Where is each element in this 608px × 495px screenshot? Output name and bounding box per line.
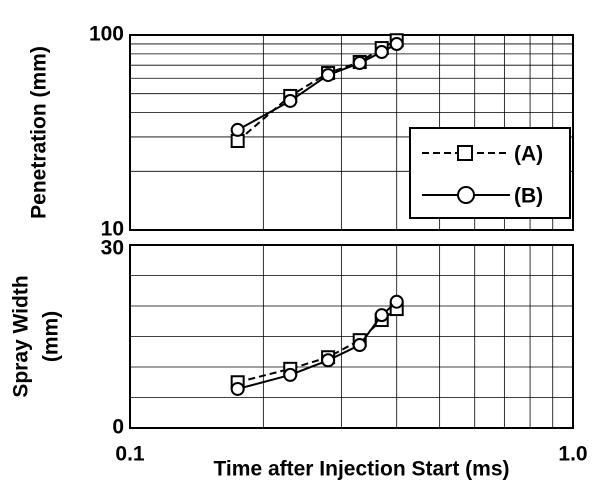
data-point [374, 45, 389, 60]
series-line [237, 43, 398, 131]
data-point [321, 353, 336, 368]
data-point [283, 93, 298, 108]
data-point [374, 308, 389, 323]
series-line [237, 39, 398, 142]
y-axis-label: Spray Width [10, 275, 33, 397]
legend-marker [457, 186, 475, 204]
y-tick-label: 10 [101, 218, 124, 241]
data-point [283, 367, 298, 382]
series-line [237, 308, 398, 384]
x-tick-label: 1.0 [558, 443, 587, 466]
plot-frame [129, 34, 574, 231]
legend-label: (A) [514, 143, 543, 166]
data-point [321, 68, 336, 83]
legend-box [409, 127, 571, 219]
data-point [389, 294, 404, 309]
x-tick-label: 0.1 [115, 443, 145, 466]
y-tick-label: 100 [89, 23, 124, 46]
legend-label: (B) [514, 185, 543, 208]
data-point [389, 37, 404, 52]
data-point [230, 381, 245, 396]
data-point [230, 122, 245, 137]
y-tick-label: 30 [101, 237, 124, 260]
plot-frame [129, 244, 574, 429]
data-point [352, 338, 367, 353]
data-point [352, 56, 367, 71]
y-axis-label: (mm) [40, 311, 63, 362]
y-axis-label: Penetration (mm) [28, 46, 51, 219]
x-axis-label: Time after Injection Start (ms) [213, 458, 509, 481]
y-tick-label: 0 [112, 416, 124, 439]
legend-marker [457, 145, 473, 161]
